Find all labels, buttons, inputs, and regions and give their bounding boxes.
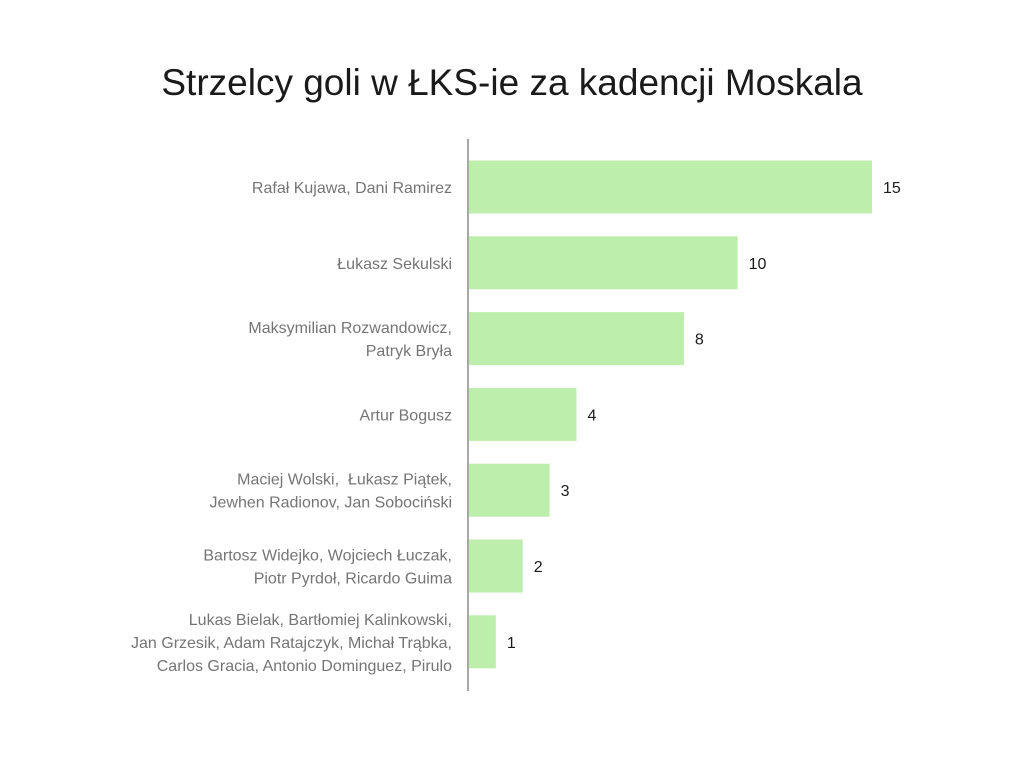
category-label-5: Bartosz Widejko, Wojciech Łuczak, Piotr P… [203,548,452,588]
category-label-line: Patryk Bryła [366,343,452,360]
category-label-line: Bartosz Widejko, Wojciech Łuczak, [203,548,452,565]
value-labels: 15 10 8 4 3 2 1 [507,180,901,652]
category-label-line: Jewhen Radionov, Jan Sobociński [209,495,452,512]
category-label-line: Piotr Pyrdoł, Ricardo Guima [254,571,452,588]
value-label-6: 1 [507,635,516,652]
category-label-line: Maciej Wolski, Łukasz Piątek, [237,472,452,489]
value-label-0: 15 [883,180,901,197]
category-label-line: Maksymilian Rozwandowicz, [248,320,452,337]
bar-3 [469,387,577,441]
value-label-4: 3 [561,483,570,500]
category-label-line: Carlos Gracia, Antonio Dominguez, Pirulo [157,658,452,675]
value-label-3: 4 [587,407,596,424]
value-label-1: 10 [749,256,767,273]
category-label-line: Łukasz Sekulski [337,256,452,273]
bar-5 [469,539,523,593]
bar-0 [469,160,872,214]
category-label-4: Maciej Wolski, Łukasz Piątek, Jewhen Radi… [209,472,452,512]
category-label-2: Maksymilian Rozwandowicz, Patryk Bryła [248,320,452,360]
category-label-line: Jan Grzesik, Adam Ratajczyk, Michał Trąb… [131,635,452,652]
category-labels: Rafał Kujawa, Dani Ramirez Łukasz Sekulsk… [131,180,452,675]
category-label-6: Lukas Bielak, Bartłomiej Kalinkowski, Jan… [131,612,452,675]
bar-1 [469,236,738,290]
bar-2 [469,312,684,366]
chart-title: Strzelcy goli w ŁKS-ie za kadencji Moska… [161,62,863,103]
value-label-2: 8 [695,332,704,349]
category-label-3: Artur Bogusz [360,407,452,424]
bar-6 [469,615,496,669]
bar-4 [469,463,550,517]
category-label-0: Rafał Kujawa, Dani Ramirez [252,180,452,197]
value-label-5: 2 [534,559,543,576]
category-label-line: Lukas Bielak, Bartłomiej Kalinkowski, [189,612,452,629]
category-label-line: Rafał Kujawa, Dani Ramirez [252,180,452,197]
category-label-1: Łukasz Sekulski [337,256,452,273]
bars-layer [469,160,872,669]
category-label-line: Artur Bogusz [360,407,452,424]
